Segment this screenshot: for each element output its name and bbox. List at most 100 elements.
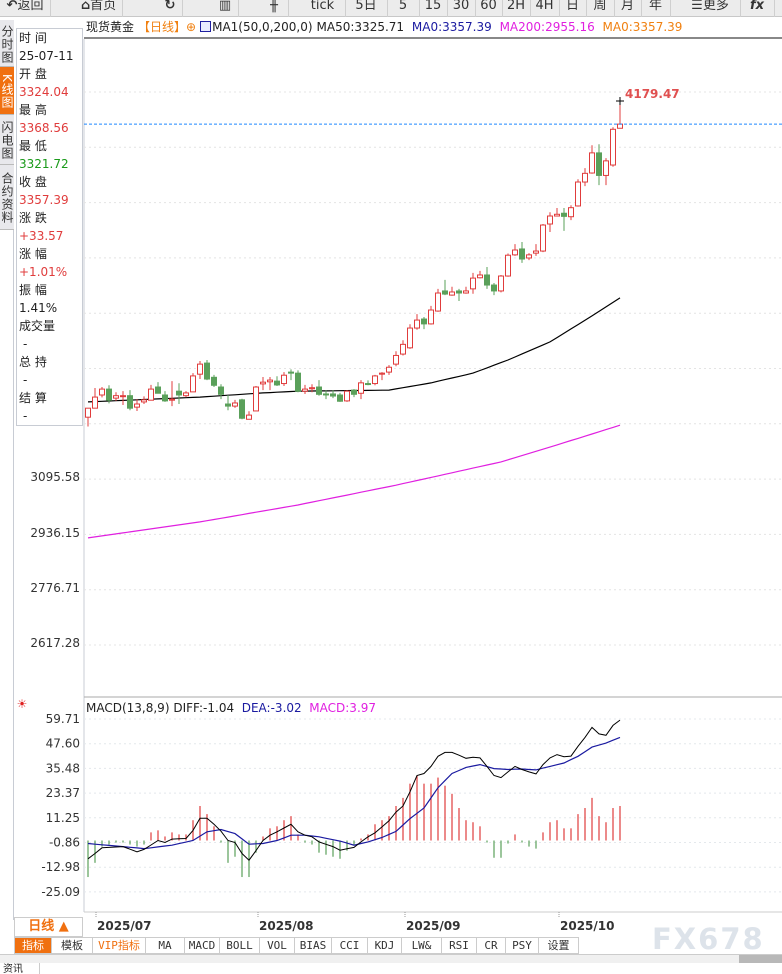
toolbar-button-3[interactable]: ▥: [212, 0, 238, 16]
indicator-tab-6[interactable]: VOL: [260, 937, 295, 954]
max-crosshair-icon: [616, 97, 624, 106]
candle: [260, 381, 266, 385]
candle: [386, 366, 392, 373]
toolbar-button-1[interactable]: ⌂首页: [75, 0, 122, 16]
candle: [407, 327, 413, 349]
time-label: 时 间: [19, 31, 47, 45]
change-label: 涨 跌: [19, 211, 47, 225]
ma-indicator-icon[interactable]: [200, 21, 212, 32]
toolbar-button-14[interactable]: 周: [586, 0, 614, 16]
toolbar-label: 4H: [535, 0, 554, 13]
candle: [246, 414, 252, 420]
indicator-tab-0[interactable]: 指标: [14, 937, 52, 954]
side-tab-timeshare[interactable]: 分时图: [0, 20, 14, 67]
candle: [316, 386, 322, 395]
toolbar-separator: [182, 0, 183, 17]
indicator-tab-13[interactable]: PSY: [506, 937, 539, 954]
toolbar-button-15[interactable]: 月: [614, 0, 641, 16]
candle: [162, 394, 168, 402]
candle: [358, 382, 364, 394]
pct-value: +1.01%: [19, 265, 68, 279]
candle: [603, 160, 609, 176]
horizontal-scrollbar[interactable]: [0, 954, 782, 963]
price-tick-label: 3095.58: [30, 470, 80, 484]
toolbar-separator: [447, 0, 448, 17]
toolbar-separator: [502, 0, 503, 17]
toolbar-button-17[interactable]: ☰更多: [680, 0, 740, 16]
toolbar-separator: [641, 0, 642, 17]
candle: [120, 395, 126, 398]
toolbar-label: 日: [565, 0, 579, 13]
candle: [435, 292, 441, 312]
indicator-tab-bar: 指标 模板 VIP指标 MA MACD BOLL VOL BIAS CCI KDJ LW& RSI CR…: [14, 937, 579, 954]
indicator-tab-11[interactable]: RSI: [442, 937, 477, 954]
indicator-tab-14[interactable]: 设置: [539, 937, 579, 954]
candle: [442, 290, 448, 295]
candle: [596, 152, 602, 176]
candle: [533, 250, 539, 254]
candle: [344, 390, 350, 402]
macd-dea: DEA:-3.02: [241, 701, 302, 715]
toolbar-button-7[interactable]: 5: [387, 0, 419, 16]
side-tab-contract-info[interactable]: 合约资料: [0, 165, 14, 230]
period-label[interactable]: 【日线】: [138, 20, 187, 34]
indicator-tab-4[interactable]: MACD: [185, 937, 220, 954]
indicator-tab-9[interactable]: KDJ: [368, 937, 402, 954]
ma200-value: MA200:2955.16: [499, 20, 595, 34]
toolbar-label: 2H: [506, 0, 526, 13]
toolbar-button-18[interactable]: fx: [740, 0, 774, 16]
toolbar-button-10[interactable]: 60: [475, 0, 502, 16]
macd-settings-sun-icon[interactable]: ☀: [16, 697, 28, 711]
high-label: 最 高: [19, 103, 47, 117]
news-tab[interactable]: 资讯: [0, 963, 40, 974]
candle: [477, 274, 483, 279]
toolbar-button-5[interactable]: tick: [300, 0, 345, 16]
home-icon: ⌂: [80, 0, 91, 13]
macd-header: MACD(13,8,9) DIFF:-1.04 DEA:-3.02 MACD:3…: [86, 701, 376, 715]
indicator-tab-5[interactable]: BOLL: [220, 937, 260, 954]
candle: [288, 371, 294, 374]
toolbar-button-2[interactable]: ↻: [158, 0, 182, 16]
chart-top-border: [84, 37, 782, 39]
toolbar-separator: [530, 0, 531, 17]
indicator-tab-1[interactable]: 模板: [52, 937, 93, 954]
toolbar-button-6[interactable]: 5日: [345, 0, 387, 16]
scrollbar-thumb[interactable]: [739, 955, 782, 963]
candle: [470, 277, 476, 290]
candle: [365, 383, 371, 386]
macd-tick-label: -0.86: [49, 836, 80, 850]
toolbar-button-12[interactable]: 4H: [530, 0, 559, 16]
indicator-tab-2[interactable]: VIP指标: [93, 937, 146, 954]
period-selector[interactable]: 日线 ▲: [14, 917, 83, 937]
toolbar-button-9[interactable]: 30: [447, 0, 475, 16]
indicator-icon: ╫: [270, 0, 278, 13]
candle: [505, 254, 511, 277]
toolbar-button-16[interactable]: 年: [641, 0, 670, 16]
candle: [134, 403, 140, 408]
indicator-tab-10[interactable]: LW&: [402, 937, 442, 954]
max-price-label: 4179.47: [625, 87, 680, 101]
side-tab-kline[interactable]: K线图: [0, 67, 14, 115]
indicator-tab-7[interactable]: BIAS: [295, 937, 332, 954]
indicator-tab-3[interactable]: MA: [146, 937, 185, 954]
macd-tick-label: 59.71: [46, 712, 80, 726]
candle: [337, 394, 343, 402]
indicator-tab-12[interactable]: CR: [477, 937, 506, 954]
crosshair-target-icon[interactable]: ⊕: [186, 20, 197, 34]
side-tab-flash[interactable]: 闪电图: [0, 115, 14, 165]
toolbar-button-4[interactable]: ╫: [260, 0, 288, 16]
toolbar-button-8[interactable]: 15: [419, 0, 447, 16]
candle: [491, 284, 497, 292]
toolbar-button-13[interactable]: 日: [559, 0, 586, 16]
toolbar-button-11[interactable]: 2H: [502, 0, 530, 16]
amplitude-value: 1.41%: [19, 301, 58, 315]
candle: [330, 393, 336, 397]
toolbar-label: 年: [648, 0, 662, 13]
candle: [372, 375, 378, 385]
candle: [561, 212, 567, 217]
indicator-tab-8[interactable]: CCI: [332, 937, 368, 954]
toolbar-button-0[interactable]: ↶返回: [0, 0, 50, 16]
toolbar-separator: [387, 0, 388, 17]
candle: [449, 291, 455, 296]
